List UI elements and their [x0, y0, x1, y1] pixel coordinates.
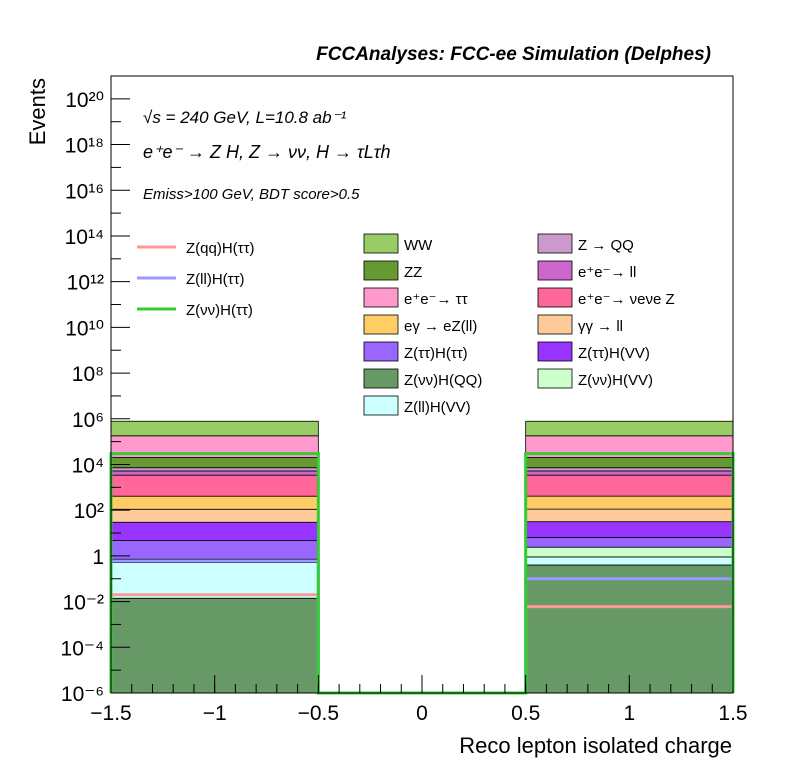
- y-tick-label: 10²⁰: [65, 89, 104, 112]
- figure-header: FCCAnalyses: FCC-ee Simulation (Delphes): [316, 44, 711, 65]
- legend-label: WW: [404, 237, 433, 254]
- legend-label: Z(νν)H(VV): [578, 372, 653, 389]
- bar-e-e-ll-bin-2: [525, 470, 734, 476]
- energy-lumi-annotation: √s = 240 GeV, L=10.8 ab⁻¹: [143, 108, 347, 127]
- y-tick-label: 10¹⁶: [65, 180, 104, 203]
- legend-swatch-ll: [537, 314, 573, 335]
- bar-z-h-bin-0: [110, 540, 319, 560]
- legend-swatch-z-ll-h-vv: [363, 395, 399, 416]
- legend-swatch-z-h-qq: [363, 368, 399, 389]
- y-tick-label: 10¹⁴: [65, 226, 104, 249]
- stacked-bars: [110, 420, 734, 694]
- y-tick-label: 10¹⁸: [65, 135, 104, 158]
- y-tick-label: 10⁻⁶: [61, 683, 104, 706]
- legend-label: Z → QQ: [578, 237, 634, 254]
- legend-label: Z(ll)H(ττ): [186, 271, 245, 288]
- bar-ll-bin-0: [110, 508, 319, 523]
- bar-e-e-ll-bin-0: [110, 470, 319, 476]
- y-tick-label: 10¹²: [67, 272, 104, 295]
- y-tick-label: 10⁻⁴: [61, 637, 104, 660]
- legend-swatch-ww: [363, 233, 399, 254]
- bar-z-h-vv-bin-2: [525, 546, 734, 558]
- bar-e-e-e-e-z-bin-0: [110, 474, 319, 497]
- legend-swatch-z-h-vv: [537, 368, 573, 389]
- legend: Z(qq)H(ττ) Z(ll)H(ττ) Z(νν)H(ττ) WW ZZ e⁺e⁻→ …: [137, 233, 675, 416]
- y-axis-label: Events: [25, 78, 50, 145]
- y-tick-label: 10⁻²: [63, 592, 104, 615]
- x-axis-label: Reco lepton isolated charge: [459, 733, 732, 758]
- bar-z-ll-h-vv-bin-2: [525, 556, 734, 566]
- bar-z-h-vv-bin-2: [525, 521, 734, 538]
- x-tick-label: 1: [623, 702, 635, 725]
- bar-zz-bin-0: [110, 457, 319, 469]
- bar-z-qq-bin-0: [110, 467, 319, 472]
- legend-swatch-zz: [363, 260, 399, 281]
- legend-label: eγ → eZ(ll): [404, 318, 477, 335]
- y-tick-label: 1: [92, 546, 104, 569]
- x-axis-ticks: −1.5 −1 −0.5 0 0.5 1 1.5: [90, 675, 748, 725]
- legend-swatch-z-h-vv: [537, 341, 573, 362]
- legend-label: e⁺e⁻→ ττ: [404, 291, 468, 308]
- bar-z-qq-bin-2: [525, 467, 734, 472]
- bar-e-ez-ll-bin-2: [525, 495, 734, 510]
- x-tick-label: −0.5: [298, 702, 339, 725]
- bar-e-e-e-e-z-bin-2: [525, 474, 734, 497]
- bar-ww-bin-2: [525, 420, 734, 437]
- bar-ll-bin-2: [525, 508, 734, 523]
- selection-annotation: Emiss>100 GeV, BDT score>0.5: [143, 186, 360, 203]
- x-tick-label: −1.5: [90, 702, 131, 725]
- x-tick-label: 0: [416, 702, 428, 725]
- bar-ww-bin-0: [110, 420, 319, 437]
- legend-label: Z(qq)H(ττ): [186, 240, 255, 257]
- legend-label: ZZ: [404, 264, 422, 281]
- y-tick-label: 10⁸: [72, 363, 104, 386]
- process-annotation: e⁺e⁻ → Z H, Z → νν, H → τLτh: [143, 142, 391, 162]
- bar-z-h-qq-bin-2: [525, 564, 734, 694]
- y-tick-label: 10⁶: [72, 409, 104, 432]
- bar-z-h-vv-bin-0: [110, 521, 319, 541]
- legend-swatch-e-e: [363, 287, 399, 308]
- legend-label: Z(ll)H(VV): [404, 399, 471, 416]
- y-tick-label: 10¹⁰: [65, 317, 104, 340]
- legend-label: Z(νν)H(ττ): [186, 302, 253, 319]
- legend-swatch-z-h: [363, 341, 399, 362]
- x-tick-label: 0.5: [511, 702, 540, 725]
- legend-label: e⁺e⁻→ ll: [578, 264, 636, 281]
- legend-swatch-e-ez-ll: [363, 314, 399, 335]
- legend-swatch-e-e-e-e-z: [537, 287, 573, 308]
- x-tick-label: −1: [203, 702, 227, 725]
- bar-zz-bin-2: [525, 457, 734, 469]
- bar-e-ez-ll-bin-0: [110, 495, 319, 510]
- bar-z-ll-h-vv-bin-0: [110, 562, 319, 599]
- legend-label: Z(ττ)H(VV): [578, 345, 650, 362]
- legend-label: Z(νν)H(QQ): [404, 372, 482, 389]
- x-tick-label: 1.5: [718, 702, 747, 725]
- legend-label: e⁺e⁻→ νeνe Z: [578, 291, 675, 308]
- legend-swatch-e-e-ll: [537, 260, 573, 281]
- bar-z-h-bin-2: [525, 537, 734, 548]
- legend-swatch-z-qq: [537, 233, 573, 254]
- y-tick-label: 10²: [74, 500, 104, 523]
- y-axis-ticks: 10⁻⁶ 10⁻⁴ 10⁻² 1 10² 10⁴ 10⁶ 10⁸ 10¹⁰ 10¹² 10¹⁴ 10¹…: [61, 75, 130, 706]
- legend-label: γγ → ll: [578, 318, 623, 335]
- y-tick-label: 10⁴: [72, 454, 104, 477]
- legend-label: Z(ττ)H(ττ): [404, 345, 468, 362]
